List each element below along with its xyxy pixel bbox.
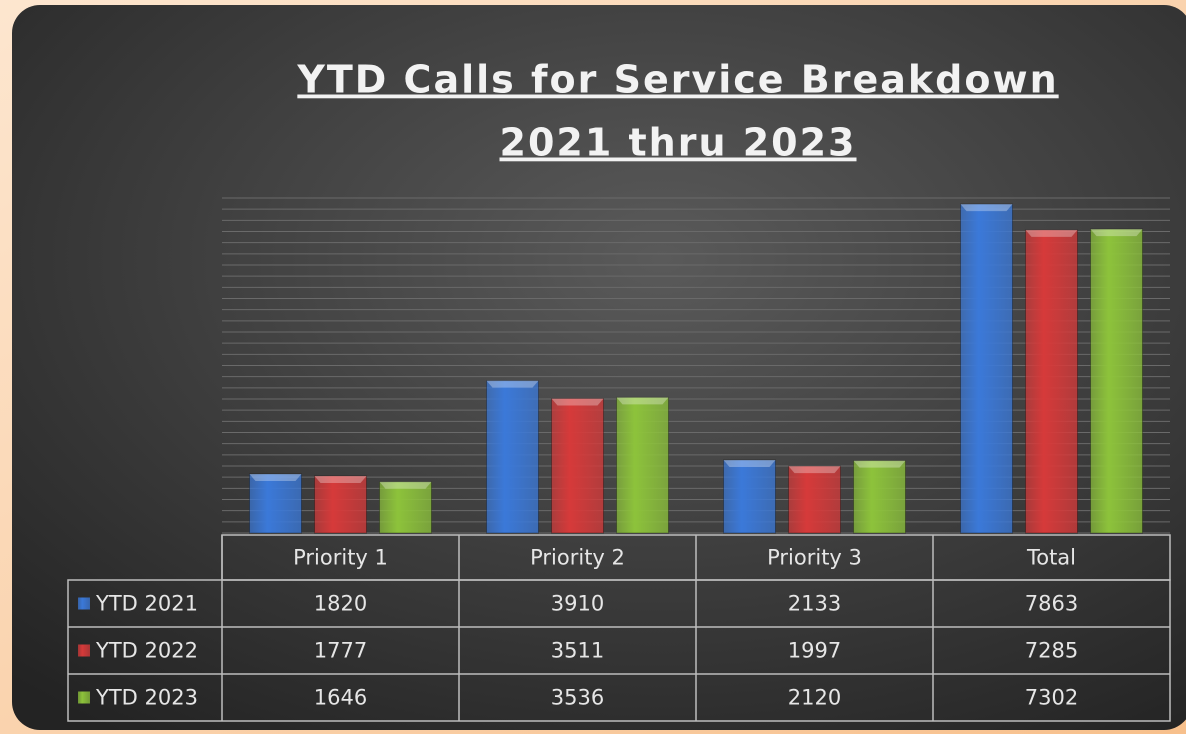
bar-bevel: [616, 397, 669, 405]
bar-bevel: [788, 466, 841, 474]
table-value: 7863: [1025, 592, 1078, 616]
bar-bevel: [551, 398, 604, 406]
table-value: 1646: [314, 686, 367, 710]
category-label: Total: [1026, 546, 1076, 570]
table-value: 2133: [788, 592, 841, 616]
table-value: 1997: [788, 639, 841, 663]
legend-label: YTD 2022: [95, 639, 198, 663]
legend-swatch: [78, 691, 90, 704]
bar-bevel: [1025, 229, 1078, 237]
bar: [379, 481, 432, 534]
table-value: 1777: [314, 639, 367, 663]
bar: [1090, 228, 1143, 534]
chart-subtitle: 2021 thru 2023: [500, 121, 857, 165]
bar-bevel: [1090, 229, 1143, 237]
bar: [249, 473, 302, 534]
bar: [1025, 229, 1078, 534]
legend-label: YTD 2023: [95, 686, 198, 710]
bar-bevel: [486, 380, 539, 388]
bar: [486, 380, 539, 534]
legend-label: YTD 2021: [95, 592, 198, 616]
category-label: Priority 3: [767, 546, 862, 570]
chart-panel: [12, 5, 1186, 730]
table-value: 3536: [551, 686, 604, 710]
bar: [551, 398, 604, 534]
table-body-border: [67, 579, 1171, 722]
bar-bevel: [960, 204, 1013, 212]
table-value: 2120: [788, 686, 841, 710]
bar: [616, 396, 669, 534]
table-value: 3910: [551, 592, 604, 616]
bar: [723, 459, 776, 534]
bar: [314, 475, 367, 534]
bar-bevel: [314, 475, 367, 483]
bar-bevel: [379, 481, 432, 489]
bar: [788, 465, 841, 534]
chart-title: YTD Calls for Service Breakdown: [296, 58, 1058, 102]
category-label: Priority 2: [530, 546, 625, 570]
bar-bevel: [723, 460, 776, 468]
bar: [960, 203, 1013, 534]
table-value: 7302: [1025, 686, 1078, 710]
table-value: 7285: [1025, 639, 1078, 663]
bar: [853, 460, 906, 534]
legend-swatch: [78, 597, 90, 610]
table-value: 1820: [314, 592, 367, 616]
table-value: 3511: [551, 639, 604, 663]
category-label: Priority 1: [293, 546, 388, 570]
bar-bevel: [249, 474, 302, 482]
bar-bevel: [853, 460, 906, 468]
legend-swatch: [78, 644, 90, 657]
